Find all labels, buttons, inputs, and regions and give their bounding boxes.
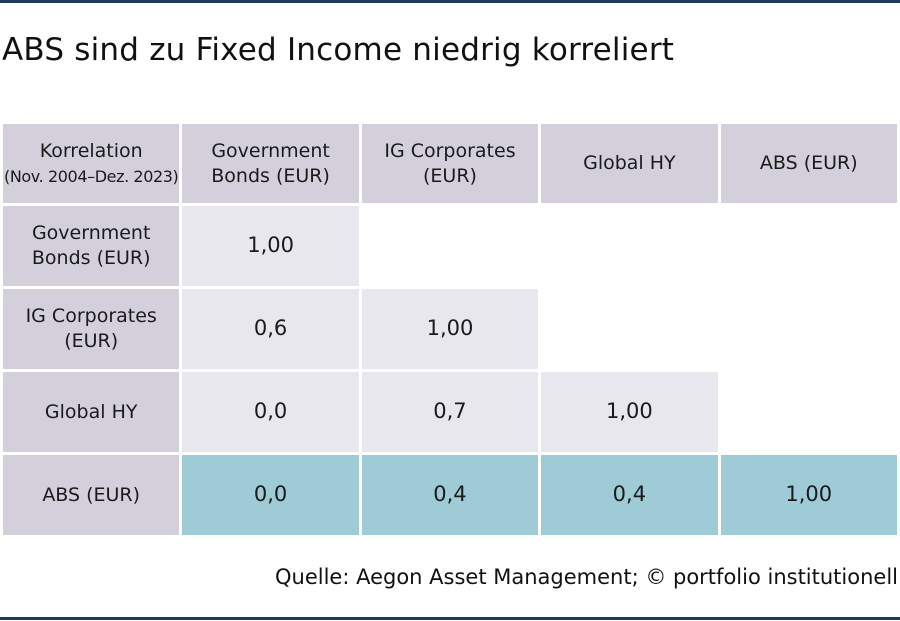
empty-cell [720,289,897,369]
row-header-line2: (EUR) [64,330,119,352]
column-header-line1: Government [211,139,330,162]
correlation-cell: 0,7 [361,372,539,452]
correlation-value: 0,4 [433,482,467,506]
column-header-government-bonds: Government Bonds (EUR) [182,124,359,203]
corner-cell: Korrelation (Nov. 2004–Dez. 2023) [3,124,180,203]
correlation-cell: 1,00 [361,289,539,369]
header-row: Korrelation (Nov. 2004–Dez. 2023) Govern… [3,124,897,203]
correlation-value: 1,00 [605,399,653,423]
correlation-table: Korrelation (Nov. 2004–Dez. 2023) Govern… [0,121,900,538]
table-row-government-bonds: Government Bonds (EUR) 1,00 [3,206,897,286]
row-header-line2: Bonds (EUR) [31,247,151,269]
column-header-line1: ABS (EUR) [759,152,858,174]
correlation-value: 1,00 [247,233,294,257]
column-header-ig-corporates: IG Corporates (EUR) [361,124,539,203]
correlation-cell: 1,00 [182,206,359,286]
row-header-abs: ABS (EUR) [3,455,180,535]
correlation-value: 0,7 [433,399,467,423]
column-header-abs: ABS (EUR) [720,124,897,203]
row-header-line1: ABS (EUR) [42,483,141,506]
row-header-line1: IG Corporates [25,305,157,327]
correlation-value: 0,4 [612,482,647,506]
row-header-ig-corporates: IG Corporates (EUR) [3,289,180,369]
correlation-cell-abs: 0,4 [361,455,539,535]
empty-cell [720,372,897,452]
correlation-value: 0,0 [253,399,288,423]
table-row-ig-corporates: IG Corporates (EUR) 0,6 1,00 [3,289,897,369]
column-header-line2: (EUR) [423,164,477,187]
row-header-line1: Government [31,222,151,244]
table-row-abs: ABS (EUR) 0,0 0,4 0,4 1,00 [3,455,897,535]
correlation-cell: 1,00 [541,372,718,452]
correlation-cell-abs: 0,4 [541,455,718,535]
correlation-value: 0,0 [253,482,288,506]
column-header-line1: IG Corporates [384,139,516,162]
table-row-global-hy: Global HY 0,0 0,7 1,00 [3,372,897,452]
column-header-global-hy: Global HY [541,124,718,203]
column-header-line1: Global HY [583,152,676,174]
corner-period: (Nov. 2004–Dez. 2023) [3,166,179,186]
page-title: ABS sind zu Fixed Income niedrig korreli… [2,32,675,68]
empty-cell [361,206,539,286]
empty-cell [541,289,718,369]
row-header-line1: Global HY [44,400,138,423]
correlation-cell-abs: 0,0 [182,455,359,535]
correlation-cell: 0,6 [182,289,359,369]
correlation-value: 0,6 [253,316,288,340]
row-header-global-hy: Global HY [3,372,180,452]
row-header-government-bonds: Government Bonds (EUR) [3,206,180,286]
bottom-rule [0,617,900,620]
top-rule [0,0,900,3]
corner-label: Korrelation [39,139,143,162]
empty-cell [541,206,718,286]
correlation-cell: 0,0 [182,372,359,452]
source-note: Quelle: Aegon Asset Management; © portfo… [274,565,898,589]
empty-cell [720,206,897,286]
correlation-value: 1,00 [426,316,474,340]
correlation-cell-abs: 1,00 [720,455,897,535]
correlation-value: 1,00 [785,482,833,506]
column-header-line2: Bonds (EUR) [211,164,330,187]
